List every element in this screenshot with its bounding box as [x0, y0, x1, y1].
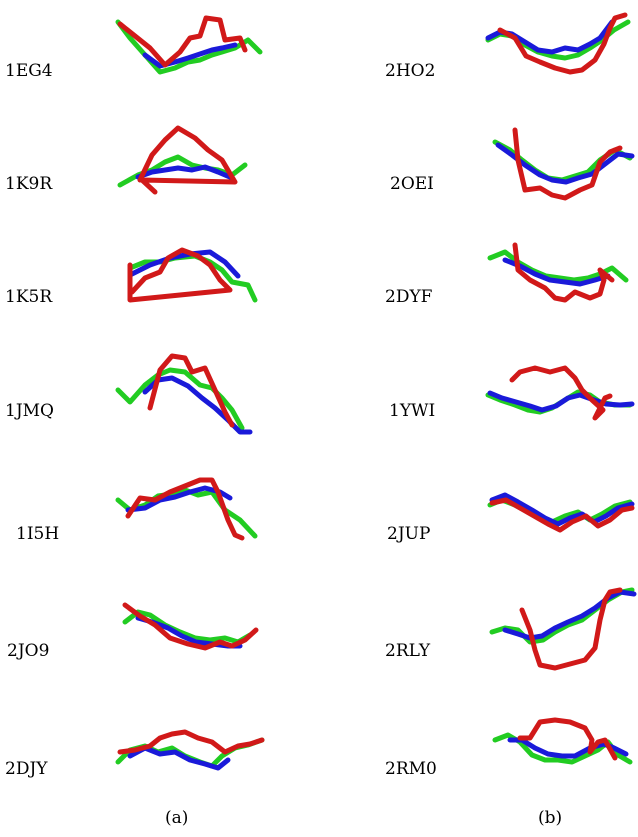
structure-label-b-2: 2OEI: [390, 174, 434, 194]
red-chain: [512, 127, 623, 201]
blue-chain: [489, 492, 635, 527]
structure-label-b-5: 2JUP: [387, 524, 431, 544]
red-chain: [137, 125, 238, 195]
blue-chain: [502, 257, 611, 287]
green-chain: [115, 367, 245, 431]
red-chain: [122, 602, 259, 651]
backbone-2RLY: [489, 587, 637, 671]
structure-label-b-3: 2DYF: [385, 287, 433, 307]
structure-label-a-5: 1I5H: [16, 524, 60, 544]
panel-caption-a: (a): [165, 808, 189, 828]
backbone-2JUP: [487, 492, 635, 533]
backbone-1K9R: [117, 125, 248, 195]
red-chain: [509, 365, 613, 421]
backbone-1JMQ: [115, 353, 253, 435]
backbone-1I5H: [115, 477, 258, 541]
backbone-1K5R: [127, 247, 258, 303]
red-chain: [147, 353, 235, 428]
structure-label-b-6: 2RLY: [385, 641, 431, 661]
red-chain: [125, 477, 245, 541]
backbone-structures: [115, 12, 637, 771]
structure-label-b-4: 1YWI: [389, 401, 436, 421]
blue-chain: [502, 589, 637, 641]
structure-label-a-7: 2DJY: [5, 759, 48, 779]
backbone-2OEI: [492, 127, 635, 201]
red-chain: [117, 729, 265, 755]
structure-label-a-2: 1K9R: [5, 174, 53, 194]
red-chain: [127, 247, 233, 303]
green-chain: [122, 609, 253, 645]
backbone-2DJY: [115, 729, 265, 771]
blue-chain: [142, 375, 253, 435]
red-chain: [519, 587, 623, 671]
structure-label-a-6: 2JO9: [7, 641, 50, 661]
red-chain: [117, 15, 248, 68]
structure-label-b-7: 2RM0: [385, 759, 437, 779]
panel-caption-b: (b): [538, 808, 563, 828]
backbone-1YWI: [485, 365, 635, 421]
structure-label-b-1: 2HO2: [385, 61, 436, 81]
structure-label-a-4: 1JMQ: [5, 401, 54, 421]
backbone-1EG4: [115, 15, 263, 75]
backbone-2HO2: [485, 12, 631, 75]
blue-chain: [487, 390, 635, 413]
red-chain: [517, 717, 618, 761]
red-chain: [489, 497, 635, 533]
backbone-2DYF: [487, 242, 629, 303]
red-chain: [512, 242, 615, 303]
backbone-2RM0: [492, 717, 633, 765]
backbone-2JO9: [122, 602, 259, 651]
structure-label-a-3: 1K5R: [5, 287, 53, 307]
red-chain: [497, 12, 628, 75]
blue-chain: [135, 164, 235, 181]
structure-label-a-1: 1EG4: [5, 61, 53, 81]
green-chain: [115, 19, 263, 75]
